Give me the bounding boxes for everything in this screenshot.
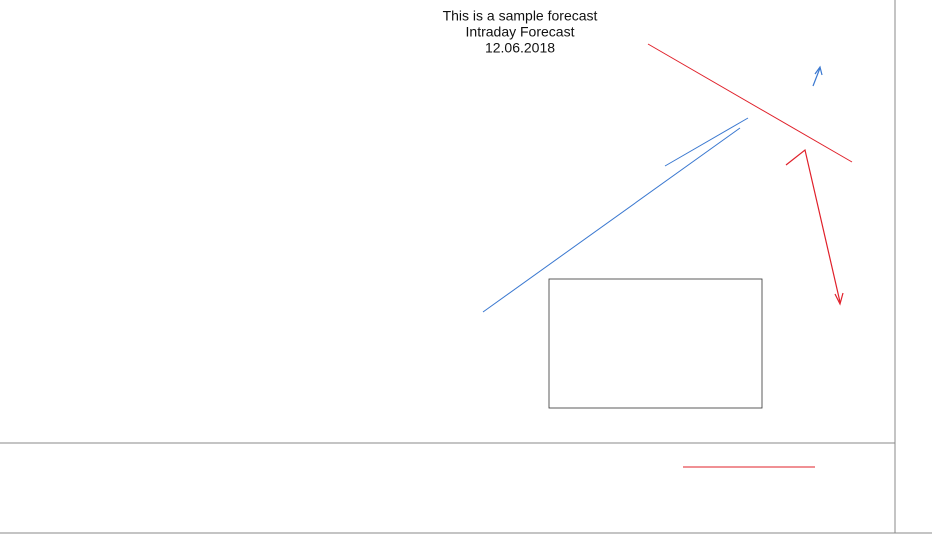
chart-subtitle: Intraday Forecast xyxy=(466,24,575,40)
forecast-arrow xyxy=(785,148,841,303)
note-box xyxy=(548,278,763,409)
chart-title: This is a sample forecast xyxy=(443,8,598,24)
title-block: This is a sample forecast Intraday Forec… xyxy=(443,8,598,56)
forecast-arrow xyxy=(812,67,821,87)
trend-line xyxy=(647,43,853,163)
arrow-head xyxy=(834,292,844,306)
chart-date: 12.06.2018 xyxy=(485,40,555,56)
trend-line xyxy=(482,127,741,313)
arrow-head xyxy=(814,65,823,76)
trend-line xyxy=(664,117,749,167)
